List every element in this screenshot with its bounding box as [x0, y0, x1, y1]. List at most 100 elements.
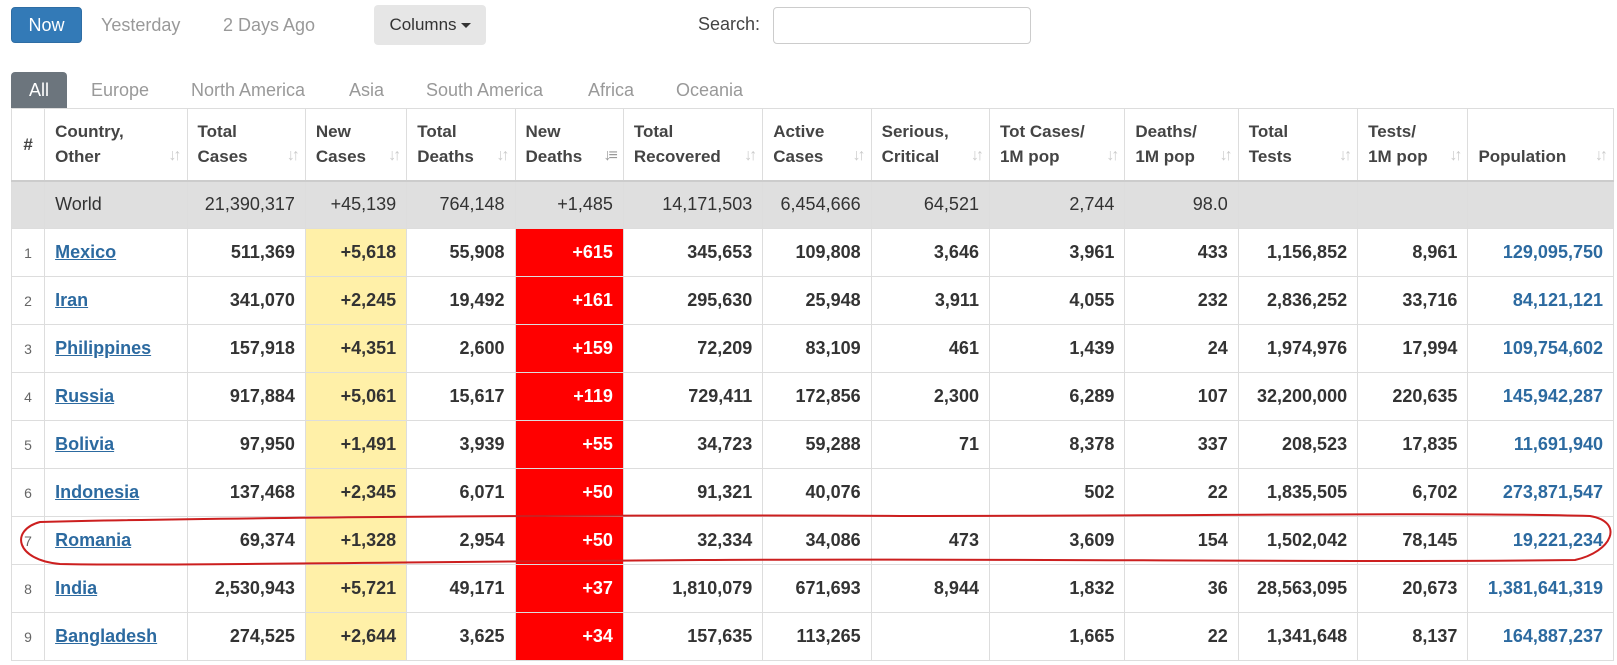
toolbar: Now Yesterday 2 Days Ago Columns Search: — [0, 0, 1617, 60]
column-header-country[interactable]: Country, Other ↓↑ — [44, 108, 188, 182]
table-row: 8 India 2,530,943 +5,721 49,171 +37 1,810,079 6… — [10, 564, 1614, 613]
world-new-deaths: +1,485 — [514, 180, 624, 229]
country-link[interactable]: India — [55, 578, 98, 598]
tab-africa[interactable]: Africa — [588, 80, 635, 100]
cases-per-1m-cell: 6,289 — [988, 372, 1126, 421]
column-header-total-recovered[interactable]: Total Recovered ↓↑ — [622, 108, 764, 182]
deaths-per-1m-cell: 36 — [1124, 564, 1239, 613]
population-cell[interactable]: 273,871,547 — [1467, 468, 1614, 517]
world-total-recovered: 14,171,503 — [622, 180, 764, 229]
column-header-deaths-per-1m[interactable]: Deaths/1M pop ↓↑ — [1124, 108, 1239, 182]
country-name-cell: Philippines — [44, 324, 188, 373]
serious-critical-cell: 8,944 — [870, 564, 990, 613]
tab-south-america[interactable]: South America — [426, 80, 544, 100]
population-cell[interactable]: 109,754,602 — [1467, 324, 1614, 373]
column-header-total-deaths[interactable]: Total Deaths ↓↑ — [406, 108, 516, 182]
column-header-total-cases[interactable]: Total Cases ↓↑ — [186, 108, 306, 182]
country-link[interactable]: Iran — [55, 290, 89, 310]
country-name-cell: Bolivia — [44, 420, 188, 469]
cases-per-1m-cell: 1,665 — [988, 612, 1126, 661]
column-header-serious-critical[interactable]: Serious, Critical ↓↑ — [870, 108, 990, 182]
total-cases-cell: 137,468 — [186, 468, 306, 517]
column-header-population[interactable]: Population ↓↑ — [1467, 108, 1614, 182]
total-cases-cell: 511,369 — [186, 228, 306, 277]
sort-icon: ↓↑ — [1219, 146, 1233, 164]
row-rank-cell: 5 — [10, 420, 46, 469]
total-recovered-cell: 32,334 — [622, 516, 764, 565]
cases-per-1m-cell: 502 — [988, 468, 1126, 517]
tab-all[interactable]: All — [11, 72, 67, 109]
tab-europe[interactable]: Europe — [91, 80, 150, 100]
cases-per-1m-cell: 1,832 — [988, 564, 1126, 613]
row-rank-cell: 3 — [10, 324, 46, 373]
total-deaths-cell: 19,492 — [406, 276, 516, 325]
total-recovered-cell: 729,411 — [622, 372, 764, 421]
now-button[interactable]: Now — [11, 7, 82, 43]
country-link[interactable]: Indonesia — [55, 482, 140, 502]
tab-north-america[interactable]: North America — [191, 80, 306, 100]
total-recovered-cell: 34,723 — [622, 420, 764, 469]
sort-icon: ↓↑ — [1106, 146, 1119, 164]
yesterday-button[interactable]: Yesterday — [101, 15, 181, 35]
total-deaths-cell: 49,171 — [406, 564, 516, 613]
population-cell[interactable]: 1,381,641,319 — [1467, 564, 1614, 613]
column-header-total-tests[interactable]: Total Tests ↓↑ — [1237, 108, 1359, 182]
country-name-cell: Mexico — [44, 228, 188, 277]
population-cell[interactable]: 84,121,121 — [1467, 276, 1614, 325]
tests-per-1m-cell: 6,702 — [1357, 468, 1469, 517]
table-row: 7 Romania 69,374 +1,328 2,954 +50 32,334 34,086… — [10, 516, 1614, 565]
total-deaths-cell: 15,617 — [406, 372, 516, 421]
new-cases-cell: +4,351 — [304, 324, 408, 373]
two-days-ago-button[interactable]: 2 Days Ago — [223, 15, 316, 35]
search-input[interactable] — [773, 7, 1031, 44]
country-link[interactable]: Russia — [55, 386, 115, 406]
columns-dropdown-button[interactable]: Columns — [374, 5, 486, 45]
population-cell[interactable]: 11,691,940 — [1467, 420, 1614, 469]
total-cases-cell: 2,530,943 — [186, 564, 306, 613]
population-cell[interactable]: 145,942,287 — [1467, 372, 1614, 421]
world-cases-per-1m: 2,744 — [988, 180, 1126, 229]
new-cases-cell: +5,721 — [304, 564, 408, 613]
row-rank-cell: 9 — [10, 612, 46, 661]
sort-icon: ↓↑ — [1595, 146, 1608, 164]
country-link[interactable]: Bolivia — [55, 434, 115, 454]
country-name-cell: Romania — [44, 516, 188, 565]
population-cell[interactable]: 19,221,234 — [1467, 516, 1614, 565]
active-cases-cell: 34,086 — [762, 516, 872, 565]
active-cases-cell: 113,265 — [762, 612, 872, 661]
tab-asia[interactable]: Asia — [349, 80, 385, 100]
serious-critical-cell: 3,911 — [870, 276, 990, 325]
columns-label: Columns — [389, 15, 457, 34]
tab-oceania[interactable]: Oceania — [676, 80, 744, 100]
column-header-tests-per-1m[interactable]: Tests/1M pop ↓↑ — [1357, 108, 1469, 182]
world-deaths-per-1m: 98.0 — [1124, 180, 1239, 229]
sort-icon: ↓↑ — [168, 146, 182, 164]
deaths-per-1m-cell: 433 — [1124, 228, 1239, 277]
population-cell[interactable]: 129,095,750 — [1467, 228, 1614, 277]
table-row: 2 Iran 341,070 +2,245 19,492 +161 295,630 25,94… — [10, 276, 1614, 325]
country-link[interactable]: Mexico — [55, 242, 117, 262]
row-rank-cell: 4 — [10, 372, 46, 421]
column-header-rank[interactable]: # — [10, 108, 46, 182]
total-recovered-cell: 157,635 — [622, 612, 764, 661]
country-name-cell: Russia — [44, 372, 188, 421]
header-row: # Country, Other ↓↑ Total Cases ↓↑ New Cases ↓… — [10, 108, 1614, 182]
new-deaths-cell: +37 — [514, 564, 624, 613]
deaths-per-1m-cell: 22 — [1124, 612, 1239, 661]
column-header-new-cases[interactable]: New Cases ↓↑ — [304, 108, 408, 182]
country-link[interactable]: Philippines — [55, 338, 152, 358]
search-label: Search: — [698, 14, 761, 34]
country-link[interactable]: Bangladesh — [55, 626, 158, 646]
new-deaths-cell: +34 — [514, 612, 624, 661]
serious-critical-cell: 71 — [870, 420, 990, 469]
column-header-cases-per-1m[interactable]: Tot Cases/1M pop ↓↑ — [988, 108, 1126, 182]
column-header-active-cases[interactable]: Active Cases ↓↑ — [762, 108, 872, 182]
world-total-cases: 21,390,317 — [186, 180, 306, 229]
world-active-cases: 6,454,666 — [762, 180, 872, 229]
total-tests-cell: 1,341,648 — [1237, 612, 1359, 661]
country-link[interactable]: Romania — [55, 530, 132, 550]
deaths-per-1m-cell: 22 — [1124, 468, 1239, 517]
column-header-new-deaths[interactable]: New Deaths ↓≡ — [514, 108, 624, 182]
cases-per-1m-cell: 3,609 — [988, 516, 1126, 565]
population-cell[interactable]: 164,887,237 — [1467, 612, 1614, 661]
